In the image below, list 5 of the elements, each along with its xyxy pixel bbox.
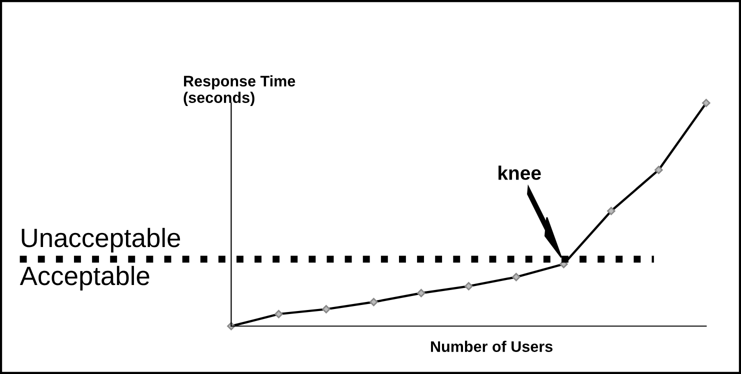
y-axis-title: Response Time (seconds) [184, 75, 296, 106]
text: Acceptable [20, 266, 150, 290]
text: Unacceptable [22, 228, 180, 252]
annotation: knee [498, 166, 541, 180]
x-axis-title: Number of Users [431, 340, 552, 352]
